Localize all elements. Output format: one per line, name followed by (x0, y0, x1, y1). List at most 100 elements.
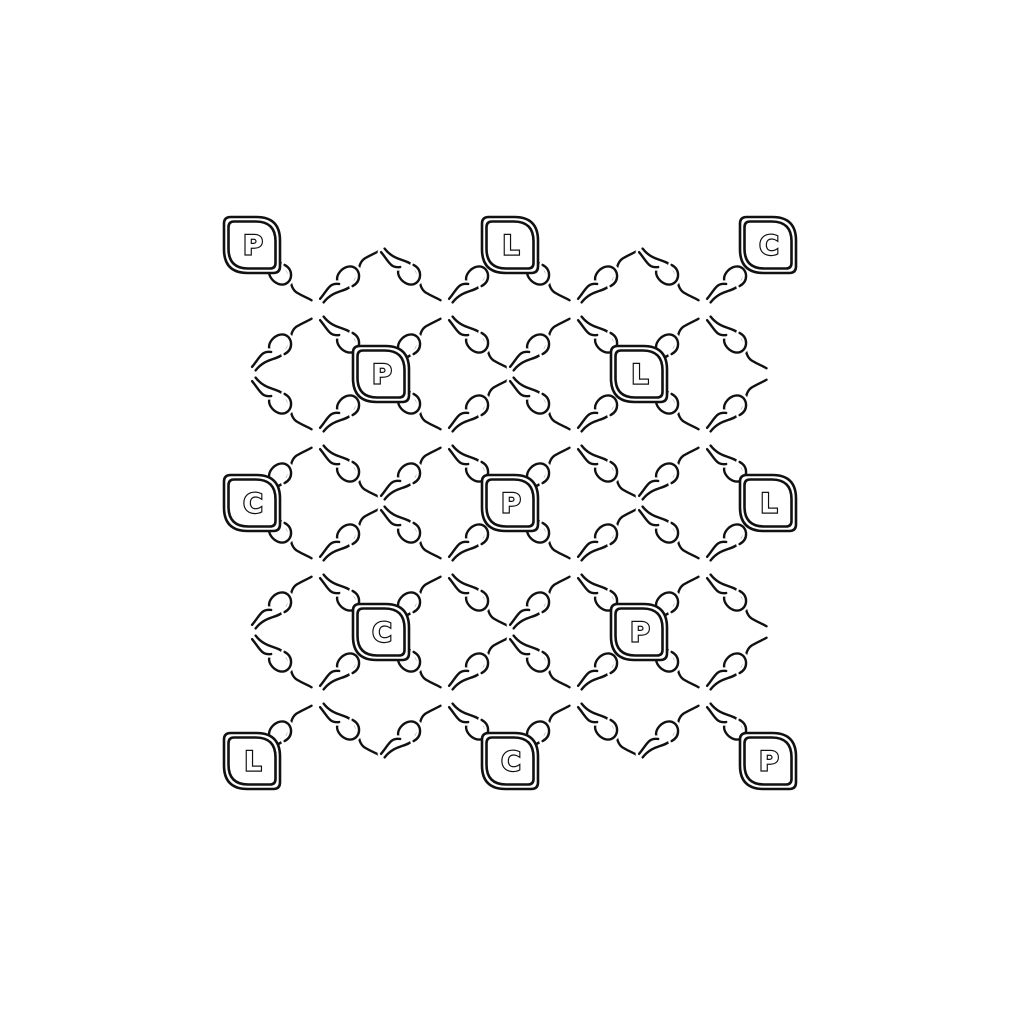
rope-strand (722, 394, 748, 417)
rope-strand-underlay (252, 374, 315, 433)
rope-strand (576, 705, 599, 724)
letter-tile-c: C (738, 215, 798, 275)
leaf-badge-inner-outline (227, 220, 277, 270)
rope-strand (447, 540, 470, 559)
rope-strand (525, 392, 551, 415)
rope-strand-underlay (639, 702, 702, 761)
rope-strand (508, 608, 531, 627)
rope-strand (447, 447, 470, 466)
rope-strand (705, 318, 728, 337)
rope-knot-icon (445, 313, 512, 372)
rope-knot-icon (703, 313, 770, 372)
rope-strand (396, 521, 422, 544)
leaf-badge-inner-outline (614, 349, 664, 399)
rope-knot-icon (635, 503, 702, 562)
rope-strand (250, 350, 273, 369)
rope-knot-icon (506, 315, 573, 374)
rope-strand (593, 718, 619, 741)
letter-tile-p: P (738, 731, 798, 791)
rope-strand (335, 718, 361, 741)
rope-strand (318, 282, 341, 301)
rope-strand (267, 650, 293, 673)
rope-knot-icon (248, 632, 315, 691)
rope-strand (705, 669, 728, 688)
rope-strand-underlay (707, 571, 770, 630)
rope-strand (722, 652, 748, 675)
rope-strand (593, 265, 619, 288)
rope-strand (576, 669, 599, 688)
rope-strand-underlay (320, 247, 383, 306)
rope-strand (396, 462, 422, 485)
rope-strand-underlay (510, 315, 573, 374)
rope-strand (318, 411, 341, 430)
rope-strand (654, 263, 680, 286)
leaf-badge-inner-outline (743, 736, 793, 786)
rope-strand (576, 282, 599, 301)
rope-strand (525, 591, 551, 614)
rope-strand (654, 333, 680, 356)
rope-strand (576, 447, 599, 466)
tile-letter: L (244, 747, 261, 778)
leaf-badge-inner-outline (743, 220, 793, 270)
rope-strand (705, 705, 728, 724)
letter-tile-p: P (351, 344, 411, 404)
rope-strand (318, 540, 341, 559)
rope-strand (464, 523, 490, 546)
letter-tile-l: L (480, 215, 540, 275)
rope-strand (705, 411, 728, 430)
rope-strand (525, 650, 551, 673)
rope-knot-icon (506, 632, 573, 691)
tile-letter: C (372, 618, 392, 649)
rope-strand-underlay (449, 571, 512, 630)
rope-strand-underlay (252, 573, 315, 632)
rope-knot-icon (445, 505, 512, 564)
letter-tile-p: P (222, 215, 282, 275)
tile-letter: L (631, 360, 648, 391)
rope-strand-underlay (639, 444, 702, 503)
rope-strand (593, 652, 619, 675)
rope-strand (508, 350, 531, 369)
rope-strand (447, 411, 470, 430)
rope-strand (396, 720, 422, 743)
rope-strand (447, 282, 470, 301)
rope-strand (396, 333, 422, 356)
rope-knot-icon (635, 702, 702, 761)
letter-tile-c: C (480, 731, 540, 791)
rope-strand-underlay (381, 503, 444, 562)
rope-strand (250, 608, 273, 627)
rope-knot-icon (635, 245, 702, 304)
rope-knot-icon (574, 700, 641, 759)
rope-strand (576, 411, 599, 430)
rope-knot-icon (445, 634, 512, 693)
rope-strand-underlay (449, 634, 512, 693)
rope-strand (722, 331, 748, 354)
leaf-badge-inner-outline (485, 220, 535, 270)
leaf-badge-inner-outline (227, 736, 277, 786)
rope-strand (379, 479, 402, 498)
rope-strand (335, 265, 361, 288)
rope-strand (654, 462, 680, 485)
rope-strand (705, 282, 728, 301)
rope-strand-underlay (578, 700, 641, 759)
rope-strand (318, 318, 341, 337)
rope-knot-icon (316, 700, 383, 759)
letter-tile-p: P (480, 473, 540, 533)
knots-layer (248, 245, 770, 761)
rope-strand (637, 737, 660, 756)
rope-strand (705, 447, 728, 466)
leaf-badge-inner-outline (227, 478, 277, 528)
rope-strand (593, 394, 619, 417)
rope-strand (318, 447, 341, 466)
rope-knot-icon (316, 442, 383, 501)
rope-strand (267, 720, 293, 743)
tile-letter: P (501, 489, 521, 520)
tile-letter: L (760, 489, 777, 520)
rope-strand-underlay (578, 247, 641, 306)
rope-strand (722, 523, 748, 546)
rope-strand (508, 379, 531, 398)
rope-strand-underlay (449, 376, 512, 435)
rope-strand (525, 720, 551, 743)
rope-knot-icon (574, 505, 641, 564)
rope-strand (379, 737, 402, 756)
rope-strand (447, 669, 470, 688)
